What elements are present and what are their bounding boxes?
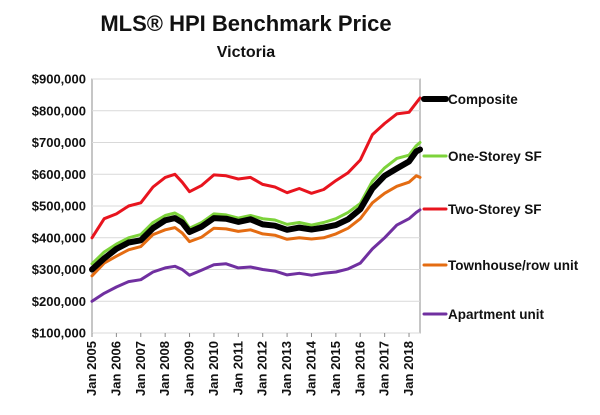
- x-tick-label: Jan 2006: [108, 341, 123, 396]
- legend-label-one-storey-sf: One-Storey SF: [448, 149, 542, 164]
- legend-label-apartment-unit: Apartment unit: [448, 307, 545, 322]
- legend-label-townhouse-row-unit: Townhouse/row unit: [448, 258, 579, 273]
- x-tick-label: Jan 2016: [352, 341, 367, 396]
- x-tick-label: Jan 2009: [182, 341, 197, 396]
- y-tick-label: $500,000: [32, 199, 86, 214]
- x-tick-label: Jan 2014: [303, 340, 318, 396]
- series-line-two-storey-sf: [90, 96, 422, 240]
- series-line-one-storey-sf: [90, 141, 422, 266]
- y-tick-label: $200,000: [32, 294, 86, 309]
- chart-subtitle: Victoria: [217, 44, 276, 61]
- chart-title: MLS® HPI Benchmark Price: [100, 11, 391, 36]
- x-tick-label: Jan 2008: [157, 341, 172, 396]
- series-line-townhouse-row-unit: [90, 174, 422, 278]
- y-tick-label: $400,000: [32, 230, 86, 245]
- legend-label-composite: Composite: [448, 92, 518, 107]
- series-line-apartment-unit: [90, 208, 422, 303]
- y-tick-label: $700,000: [32, 135, 86, 150]
- x-tick-label: Jan 2007: [133, 341, 148, 396]
- y-tick-label: $600,000: [32, 167, 86, 182]
- series-line-composite: [89, 146, 423, 273]
- x-tick-label: Jan 2005: [84, 341, 99, 396]
- x-tick-label: Jan 2017: [377, 341, 392, 396]
- x-tick-label: Jan 2015: [328, 341, 343, 396]
- y-tick-label: $800,000: [32, 103, 86, 118]
- x-tick-label: Jan 2013: [279, 341, 294, 396]
- legend-label-two-storey-sf: Two-Storey SF: [448, 202, 542, 217]
- x-tick-label: Jan 2011: [230, 341, 245, 395]
- y-tick-label: $100,000: [32, 326, 86, 341]
- x-tick-label: Jan 2018: [401, 341, 416, 396]
- x-tick-label: Jan 2010: [206, 341, 221, 396]
- y-tick-label: $900,000: [32, 72, 86, 87]
- y-tick-label: $300,000: [32, 262, 86, 277]
- x-tick-label: Jan 2012: [255, 341, 270, 396]
